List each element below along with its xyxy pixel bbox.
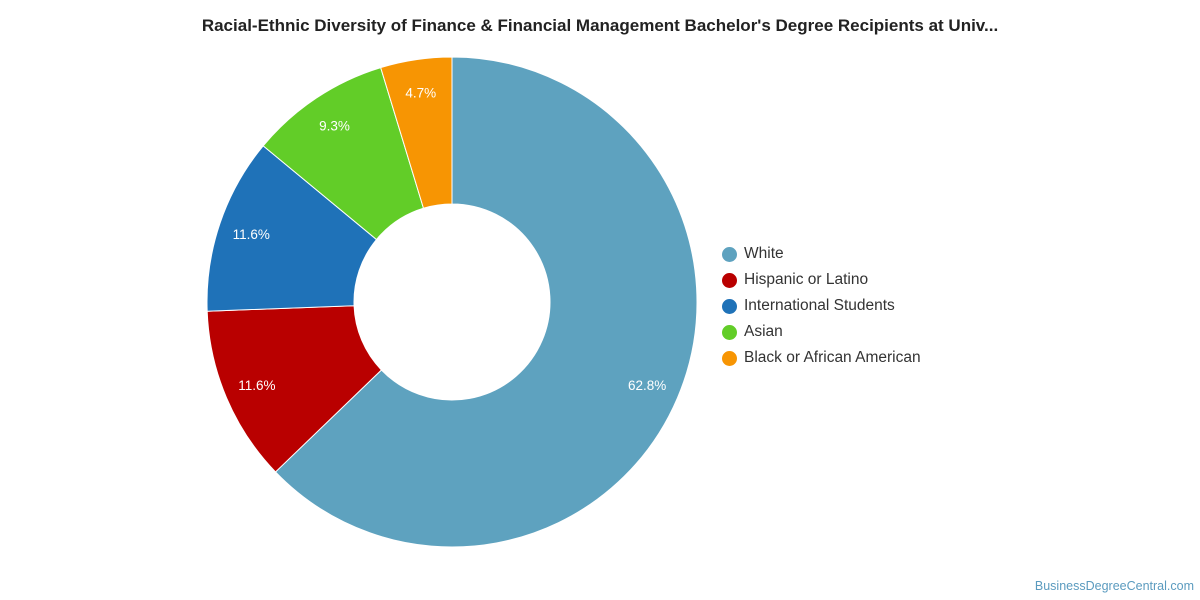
chart-legend: White Hispanic or Latino International Stu… bbox=[722, 241, 921, 371]
slice-label-3: 9.3% bbox=[319, 119, 350, 134]
legend-swatch-icon bbox=[722, 246, 737, 262]
slice-label-4: 4.7% bbox=[405, 85, 436, 100]
slice-white[interactable] bbox=[274, 56, 698, 548]
legend-item-white[interactable]: White bbox=[722, 241, 921, 267]
legend-item-asian[interactable]: Asian bbox=[722, 319, 921, 345]
slice-black-or-african-american[interactable] bbox=[380, 56, 453, 209]
slice-international-students[interactable] bbox=[206, 145, 378, 312]
slice-label-1: 11.6% bbox=[238, 378, 275, 393]
legend-label: Black or African American bbox=[744, 349, 921, 366]
legend-item-international-students[interactable]: International Students bbox=[722, 293, 921, 319]
legend-label: Hispanic or Latino bbox=[744, 271, 869, 288]
legend-swatch-icon bbox=[722, 298, 737, 314]
legend-swatch-icon bbox=[722, 272, 737, 288]
legend-label: Asian bbox=[744, 323, 783, 340]
legend-label: International Students bbox=[744, 297, 895, 314]
slice-label-2: 11.6% bbox=[233, 227, 270, 242]
legend-swatch-icon bbox=[722, 324, 737, 340]
slice-label-0: 62.8% bbox=[628, 378, 666, 393]
watermark[interactable]: BusinessDegreeCentral.com bbox=[1034, 579, 1194, 593]
slice-hispanic-or-latino[interactable] bbox=[206, 305, 383, 473]
legend-item-hispanic-or-latino[interactable]: Hispanic or Latino bbox=[722, 267, 921, 293]
legend-label: White bbox=[744, 245, 784, 262]
legend-swatch-icon bbox=[722, 350, 737, 366]
legend-item-black-or-african-american[interactable]: Black or African American bbox=[722, 345, 921, 371]
chart-title: Racial-Ethnic Diversity of Finance & Fin… bbox=[201, 16, 999, 35]
